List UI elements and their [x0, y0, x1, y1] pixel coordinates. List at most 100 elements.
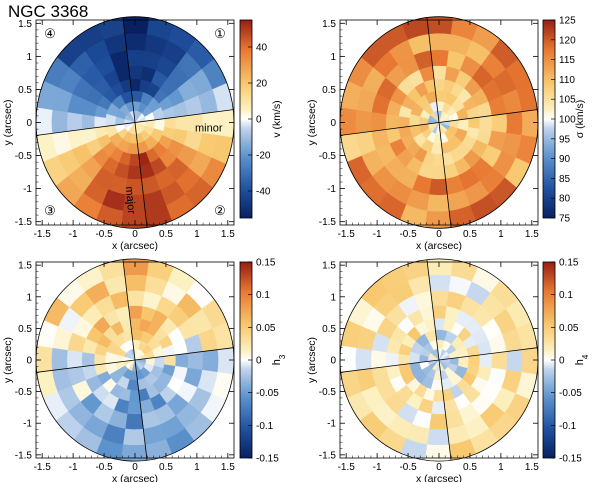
- bin-cell: [425, 16, 455, 35]
- x-tick-label: 0: [132, 462, 138, 473]
- colorbar-label: h3: [271, 354, 287, 365]
- y-tick-label: 1: [26, 52, 32, 63]
- y-tick-label: -1: [327, 184, 336, 195]
- colorbar-tick-label: 125: [559, 16, 576, 27]
- colorbar-tick-label: 80: [559, 194, 571, 205]
- colorbar-tick-label: 105: [559, 95, 576, 106]
- colorbar-tick-label: 0.05: [256, 323, 276, 334]
- panel-h3: -1.5 -1 -0.5 0 0.5 1 1.5 -1.5 -1 -0.5 0 0.5 1 1.5 x (a…: [2, 258, 287, 482]
- minor-axis-label: minor: [195, 123, 223, 135]
- y-tick-label: -1: [327, 419, 336, 430]
- y-tick-label: 1.5: [322, 19, 336, 30]
- panel-v: -1.5 -1 -0.5 0 0.5 1 1.5 -1.5 -1 -0.5 0 0.5 1 1.5 x (a…: [2, 16, 283, 252]
- y-tick-label: 0.5: [322, 324, 336, 335]
- x-axis-label: x (arcsec): [416, 240, 462, 252]
- colorbar-tick-label: 110: [559, 75, 575, 86]
- bin-cell: [521, 108, 538, 139]
- x-tick-label: 1.5: [221, 462, 235, 473]
- x-tick-label: -1: [69, 229, 78, 240]
- y-axis-label: y (arcsec): [306, 99, 318, 145]
- y-tick-label: -1: [23, 184, 32, 195]
- colorbar-tick-label: 0.05: [559, 323, 579, 334]
- colorbar-tick-label: 0: [559, 356, 565, 367]
- y-tick-label: 0.5: [18, 85, 32, 96]
- y-tick-label: -1: [23, 419, 32, 430]
- y-tick-label: -0.5: [15, 151, 33, 162]
- colorbar-tick-label: 0.1: [559, 290, 573, 301]
- y-tick-label: 1: [330, 52, 336, 63]
- y-tick-label: 1.5: [322, 261, 336, 272]
- major-axis-label: major: [123, 186, 137, 215]
- x-tick-label: 1.5: [525, 462, 539, 473]
- colorbar-tick-label: 20: [256, 79, 268, 90]
- minor-axis-line: [36, 109, 234, 136]
- x-tick-label: 1: [498, 229, 504, 240]
- colorbar-tick-label: 0: [256, 356, 262, 367]
- x-tick-label: 0.5: [463, 462, 477, 473]
- quadrant-label-4: ④: [44, 26, 56, 41]
- x-tick-label: -1: [373, 229, 382, 240]
- x-tick-label: 1: [498, 462, 504, 473]
- x-tick-label: 1: [194, 462, 200, 473]
- y-tick-label: 0.5: [18, 324, 32, 335]
- colorbar-tick-label: 100: [559, 115, 576, 126]
- x-tick-label: -0.5: [95, 229, 113, 240]
- colorbar-tick-label: 120: [559, 35, 576, 46]
- quadrant-label-2: ②: [214, 203, 226, 218]
- polar-bins: [340, 258, 538, 462]
- bin-cell: [121, 258, 151, 276]
- y-axis-label: y (arcsec): [2, 337, 14, 383]
- x-tick-label: -1.5: [34, 229, 52, 240]
- x-tick-label: -1: [373, 462, 382, 473]
- x-tick-label: -1.5: [338, 229, 356, 240]
- colorbar-label: σ (km/s): [574, 100, 586, 139]
- bin-cell: [521, 346, 538, 376]
- panel-sigma: -1.5 -1 -0.5 0 0.5 1 1.5 -1.5 -1 -0.5 0 0.5 1 1.5 x (a…: [306, 16, 586, 253]
- x-axis-label: x (arcsec): [416, 473, 462, 482]
- y-tick-label: -0.5: [15, 387, 33, 398]
- x-tick-label: 1: [194, 229, 200, 240]
- colorbar-tick-label: -0.15: [256, 454, 279, 465]
- x-tick-label: 0.5: [463, 229, 477, 240]
- x-tick-label: 0.5: [159, 462, 173, 473]
- colorbar-tick-label: 0.15: [256, 258, 276, 269]
- quadrant-label-1: ①: [214, 26, 226, 41]
- x-axis-label: x (arcsec): [112, 473, 158, 482]
- colorbar-tick-label: -20: [256, 151, 271, 162]
- colorbar-tick-label: 75: [559, 214, 571, 225]
- colorbar-label: v (km/s): [271, 100, 283, 137]
- x-tick-label: -0.5: [399, 462, 417, 473]
- x-tick-label: 1.5: [525, 229, 539, 240]
- y-tick-label: 0: [330, 118, 336, 129]
- quadrant-label-3: ③: [44, 203, 56, 218]
- x-tick-label: -0.5: [399, 229, 417, 240]
- colorbar-tick-label: -40: [256, 187, 271, 198]
- colorbar-tick-label: 115: [559, 55, 575, 66]
- x-tick-label: 0: [436, 229, 442, 240]
- y-tick-label: 0.5: [322, 85, 336, 96]
- panel-h4: -1.5 -1 -0.5 0 0.5 1 1.5 -1.5 -1 -0.5 0 0.5 1 1.5 x (a…: [306, 258, 590, 482]
- bin-cell: [425, 258, 455, 276]
- colorbar-tick-label: -0.05: [559, 388, 582, 399]
- x-axis-label: x (arcsec): [112, 240, 158, 252]
- colorbar-tick-label: 40: [256, 43, 268, 54]
- colorbar-tick-label: 95: [559, 134, 571, 145]
- colorbar-tick-label: -0.1: [256, 421, 274, 432]
- y-tick-label: -1.5: [15, 217, 33, 228]
- colorbar-tick-label: 85: [559, 174, 571, 185]
- figure-title: NGC 3368: [8, 2, 89, 21]
- y-tick-label: -1.5: [319, 217, 337, 228]
- bin-cell: [121, 16, 151, 35]
- x-tick-label: 0: [436, 462, 442, 473]
- x-tick-label: 1.5: [221, 229, 235, 240]
- y-tick-label: 0: [26, 118, 32, 129]
- minor-axis-line: [340, 109, 538, 136]
- x-tick-label: -1.5: [34, 462, 52, 473]
- colorbar-tick-label: -0.05: [256, 388, 279, 399]
- colorbar-tick-label: -0.15: [559, 454, 582, 465]
- y-tick-label: -0.5: [319, 151, 337, 162]
- x-tick-label: 0.5: [159, 229, 173, 240]
- y-axis-label: y (arcsec): [2, 99, 14, 145]
- bin-cell: [217, 346, 234, 376]
- x-tick-label: -0.5: [95, 462, 113, 473]
